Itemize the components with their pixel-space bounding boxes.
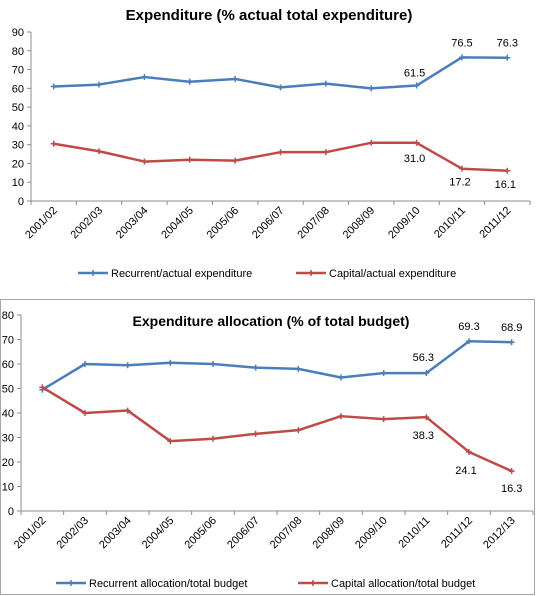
chart-panel-expenditure: Expenditure (% actual total expenditure)… bbox=[0, 0, 535, 291]
y-tick-label: 70 bbox=[12, 65, 24, 77]
y-tick-label: 50 bbox=[12, 102, 24, 114]
x-tick-label: 2009/10 bbox=[353, 515, 390, 552]
y-tick-label: 40 bbox=[12, 121, 24, 133]
legend-item-0: Recurrent/actual expenditure bbox=[78, 268, 252, 280]
x-tick-label: 2005/06 bbox=[205, 205, 242, 242]
series-line-1 bbox=[41, 386, 513, 473]
x-tick-label: 2012/13 bbox=[481, 515, 518, 552]
x-tick-label: 2006/07 bbox=[250, 205, 287, 242]
data-label: 76.3 bbox=[497, 38, 518, 50]
x-tick-label: 2007/08 bbox=[295, 205, 332, 242]
data-label: 16.3 bbox=[501, 483, 522, 495]
data-label: 76.5 bbox=[451, 37, 472, 49]
x-tick-label: 2001/02 bbox=[23, 205, 60, 242]
legend-label: Capital/actual expenditure bbox=[329, 268, 456, 280]
series-line-0 bbox=[41, 339, 512, 391]
x-tick-label: 2011/12 bbox=[439, 515, 475, 551]
series-line-1 bbox=[53, 141, 508, 173]
y-tick-label: 30 bbox=[12, 140, 24, 152]
legend-label: Recurrent/actual expenditure bbox=[111, 268, 252, 280]
data-label: 61.5 bbox=[404, 68, 425, 80]
x-tick-label: 2005/06 bbox=[183, 515, 220, 552]
data-label: 31.0 bbox=[404, 153, 425, 165]
x-tick-label: 2002/03 bbox=[69, 205, 106, 242]
data-label: 69.3 bbox=[458, 321, 479, 333]
allocation-chart: Expenditure allocation (% of total budge… bbox=[2, 310, 534, 590]
x-tick-label: 2007/08 bbox=[268, 515, 305, 552]
x-tick-label: 2004/05 bbox=[140, 515, 177, 552]
legend-item-0: Recurrent allocation/total budget bbox=[56, 578, 247, 590]
x-tick-label: 2003/04 bbox=[114, 205, 151, 242]
data-label: 24.1 bbox=[455, 465, 476, 477]
y-tick-label: 40 bbox=[2, 408, 14, 420]
y-tick-label: 20 bbox=[2, 457, 14, 469]
series-line-0 bbox=[53, 56, 508, 90]
data-label: 68.9 bbox=[501, 322, 522, 334]
legend-label: Capital allocation/total budget bbox=[331, 578, 475, 590]
y-tick-label: 90 bbox=[12, 27, 24, 39]
y-tick-label: 20 bbox=[12, 158, 24, 170]
data-label: 38.3 bbox=[413, 430, 434, 442]
data-label: 17.2 bbox=[449, 177, 470, 189]
legend-item-1: Capital allocation/total budget bbox=[298, 578, 475, 590]
x-tick-label: 2002/03 bbox=[55, 515, 92, 552]
y-tick-label: 0 bbox=[18, 196, 24, 208]
x-tick-label: 2008/09 bbox=[341, 205, 378, 242]
y-tick-label: 0 bbox=[8, 506, 14, 518]
chart-title: Expenditure allocation (% of total budge… bbox=[133, 313, 410, 329]
x-tick-label: 2010/11 bbox=[396, 515, 432, 551]
y-tick-label: 60 bbox=[12, 83, 24, 95]
x-tick-label: 2006/07 bbox=[225, 515, 262, 552]
y-tick-label: 60 bbox=[2, 359, 14, 371]
x-tick-label: 2004/05 bbox=[159, 205, 196, 242]
chart-panel-allocation: Expenditure allocation (% of total budge… bbox=[0, 299, 535, 595]
chart-title: Expenditure (% actual total expenditure) bbox=[126, 7, 413, 24]
x-tick-label: 2009/10 bbox=[386, 205, 423, 242]
y-tick-label: 70 bbox=[2, 335, 14, 347]
x-tick-label: 2011/12 bbox=[477, 205, 513, 241]
legend-item-1: Capital/actual expenditure bbox=[296, 268, 456, 280]
y-tick-label: 30 bbox=[2, 433, 14, 445]
data-label: 16.1 bbox=[495, 179, 516, 191]
expenditure-chart: Expenditure (% actual total expenditure)… bbox=[12, 7, 531, 280]
x-tick-label: 2010/11 bbox=[432, 205, 468, 241]
data-label: 56.3 bbox=[413, 352, 434, 364]
y-tick-label: 50 bbox=[2, 384, 14, 396]
x-tick-label: 2003/04 bbox=[97, 515, 134, 552]
y-tick-label: 80 bbox=[2, 310, 14, 322]
y-tick-label: 80 bbox=[12, 46, 24, 58]
y-tick-label: 10 bbox=[2, 482, 14, 494]
x-tick-label: 2001/02 bbox=[12, 515, 49, 552]
x-tick-label: 2008/09 bbox=[311, 515, 348, 552]
y-tick-label: 10 bbox=[12, 177, 24, 189]
legend-label: Recurrent allocation/total budget bbox=[89, 578, 247, 590]
